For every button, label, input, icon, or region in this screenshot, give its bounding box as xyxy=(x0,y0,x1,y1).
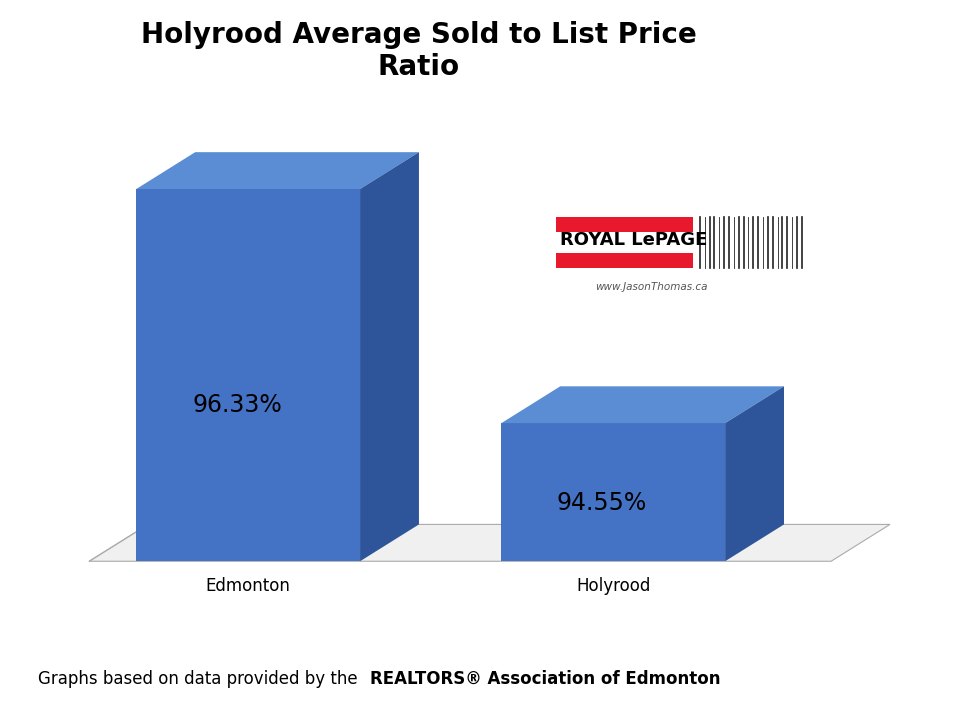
Bar xyxy=(501,423,725,562)
Text: 96.33%: 96.33% xyxy=(192,393,282,417)
Text: www.JasonThomas.ca: www.JasonThomas.ca xyxy=(595,282,708,292)
Polygon shape xyxy=(501,387,784,423)
Text: Edmonton: Edmonton xyxy=(205,577,291,595)
FancyBboxPatch shape xyxy=(556,217,693,232)
Text: Graphs based on data provided by the: Graphs based on data provided by the xyxy=(38,670,363,688)
Text: REALTORS® Association of Edmonton: REALTORS® Association of Edmonton xyxy=(370,670,720,688)
Text: Holyrood: Holyrood xyxy=(576,577,651,595)
Text: Holyrood Average Sold to List Price
Ratio: Holyrood Average Sold to List Price Rati… xyxy=(141,21,697,81)
Text: 94.55%: 94.55% xyxy=(557,491,647,516)
Polygon shape xyxy=(725,387,784,562)
Bar xyxy=(136,189,360,562)
Polygon shape xyxy=(136,152,419,189)
Polygon shape xyxy=(89,524,890,562)
FancyBboxPatch shape xyxy=(556,253,693,268)
Polygon shape xyxy=(360,152,419,562)
Text: ROYAL LePAGE: ROYAL LePAGE xyxy=(561,230,708,248)
